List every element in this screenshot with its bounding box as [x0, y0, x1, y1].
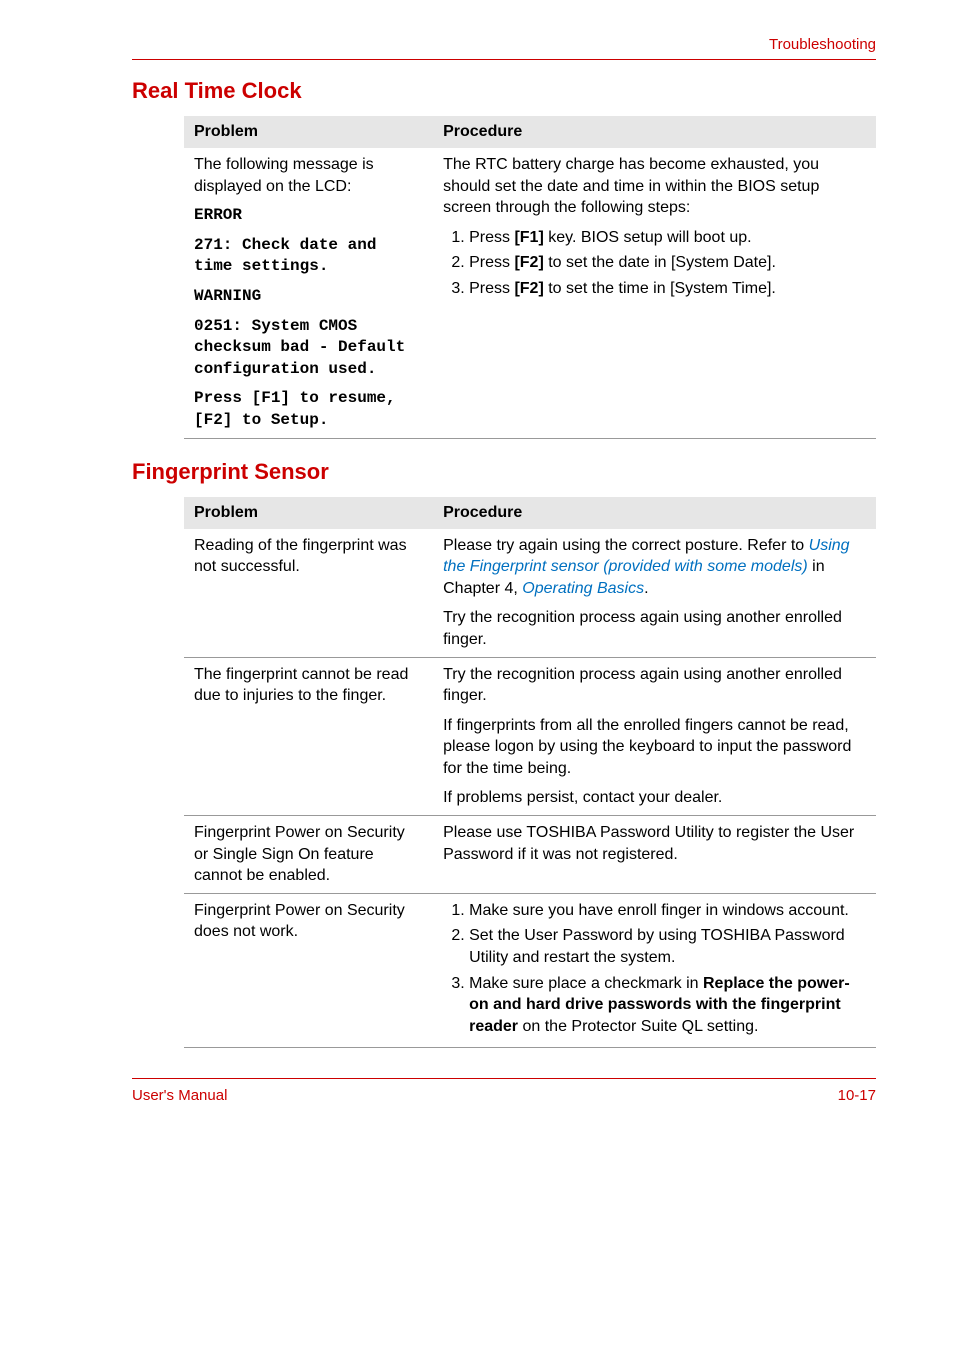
mono-line: 0251: System CMOS checksum bad - Default…	[194, 316, 423, 381]
step-text: key. BIOS setup will boot up.	[544, 229, 752, 246]
link-operating-basics[interactable]: Operating Basics	[522, 580, 644, 597]
step-text: Press	[469, 254, 514, 271]
paragraph: Please try again using the correct postu…	[443, 535, 866, 600]
section-heading-fp: Fingerprint Sensor	[132, 459, 876, 485]
table-row: The fingerprint cannot be read due to in…	[184, 657, 876, 816]
step-text: to set the time in [System Time].	[544, 280, 776, 297]
key-label: [F2]	[514, 254, 543, 271]
page: Troubleshooting Real Time Clock Problem …	[0, 0, 954, 1140]
th-problem: Problem	[184, 116, 433, 148]
table-header-row: Problem Procedure	[184, 497, 876, 529]
fp-r2-problem: The fingerprint cannot be read due to in…	[184, 657, 433, 816]
fp-r3-procedure: Please use TOSHIBA Password Utility to r…	[433, 816, 876, 894]
table-header-row: Problem Procedure	[184, 116, 876, 148]
fp-r4-problem: Fingerprint Power on Security does not w…	[184, 893, 433, 1048]
fp-r2-procedure: Try the recognition process again using …	[433, 657, 876, 816]
fp-r3-problem: Fingerprint Power on Security or Single …	[184, 816, 433, 894]
procedure-steps: Press [F1] key. BIOS setup will boot up.…	[443, 227, 866, 300]
table-row: Fingerprint Power on Security or Single …	[184, 816, 876, 894]
list-item: Press [F2] to set the date in [System Da…	[469, 252, 866, 274]
paragraph: Try the recognition process again using …	[443, 607, 866, 650]
fp-r4-procedure: Make sure you have enroll finger in wind…	[433, 893, 876, 1048]
table-row: The following message is displayed on th…	[184, 148, 876, 438]
th-procedure: Procedure	[433, 497, 876, 529]
text: .	[644, 580, 648, 597]
section-heading-rtc: Real Time Clock	[132, 78, 876, 104]
procedure-steps: Make sure you have enroll finger in wind…	[443, 900, 866, 1038]
procedure-intro: The RTC battery charge has become exhaus…	[443, 154, 866, 219]
footer-left: User's Manual	[132, 1087, 227, 1104]
mono-line: 271: Check date and time settings.	[194, 235, 423, 278]
mono-line: Press [F1] to resume, [F2] to Setup.	[194, 388, 423, 431]
table-row: Fingerprint Power on Security does not w…	[184, 893, 876, 1048]
footer: User's Manual 10-17	[132, 1078, 876, 1104]
th-procedure: Procedure	[433, 116, 876, 148]
list-item: Press [F1] key. BIOS setup will boot up.	[469, 227, 866, 249]
header-title: Troubleshooting	[132, 36, 876, 53]
rtc-table: Problem Procedure The following message …	[184, 116, 876, 439]
problem-intro: The following message is displayed on th…	[194, 154, 423, 197]
rtc-procedure-cell: The RTC battery charge has become exhaus…	[433, 148, 876, 438]
list-item: Make sure you have enroll finger in wind…	[469, 900, 866, 922]
th-problem: Problem	[184, 497, 433, 529]
text: Make sure place a checkmark in	[469, 975, 703, 992]
step-text: Press	[469, 280, 514, 297]
footer-right: 10-17	[838, 1087, 876, 1104]
table-row: Reading of the fingerprint was not succe…	[184, 529, 876, 657]
fp-r1-procedure: Please try again using the correct postu…	[433, 529, 876, 657]
key-label: [F2]	[514, 280, 543, 297]
list-item: Make sure place a checkmark in Replace t…	[469, 973, 866, 1038]
key-label: [F1]	[514, 229, 543, 246]
mono-line: WARNING	[194, 286, 423, 308]
rtc-problem-cell: The following message is displayed on th…	[184, 148, 433, 438]
step-text: Press	[469, 229, 514, 246]
paragraph: If problems persist, contact your dealer…	[443, 787, 866, 809]
paragraph: Try the recognition process again using …	[443, 664, 866, 707]
mono-line: ERROR	[194, 205, 423, 227]
text: on the Protector Suite QL setting.	[518, 1018, 758, 1035]
list-item: Press [F2] to set the time in [System Ti…	[469, 278, 866, 300]
step-text: to set the date in [System Date].	[544, 254, 776, 271]
header-bar: Troubleshooting	[132, 36, 876, 60]
paragraph: If fingerprints from all the enrolled fi…	[443, 715, 866, 780]
fp-table: Problem Procedure Reading of the fingerp…	[184, 497, 876, 1049]
text: Please try again using the correct postu…	[443, 537, 809, 554]
list-item: Set the User Password by using TOSHIBA P…	[469, 925, 866, 968]
fp-r1-problem: Reading of the fingerprint was not succe…	[184, 529, 433, 657]
